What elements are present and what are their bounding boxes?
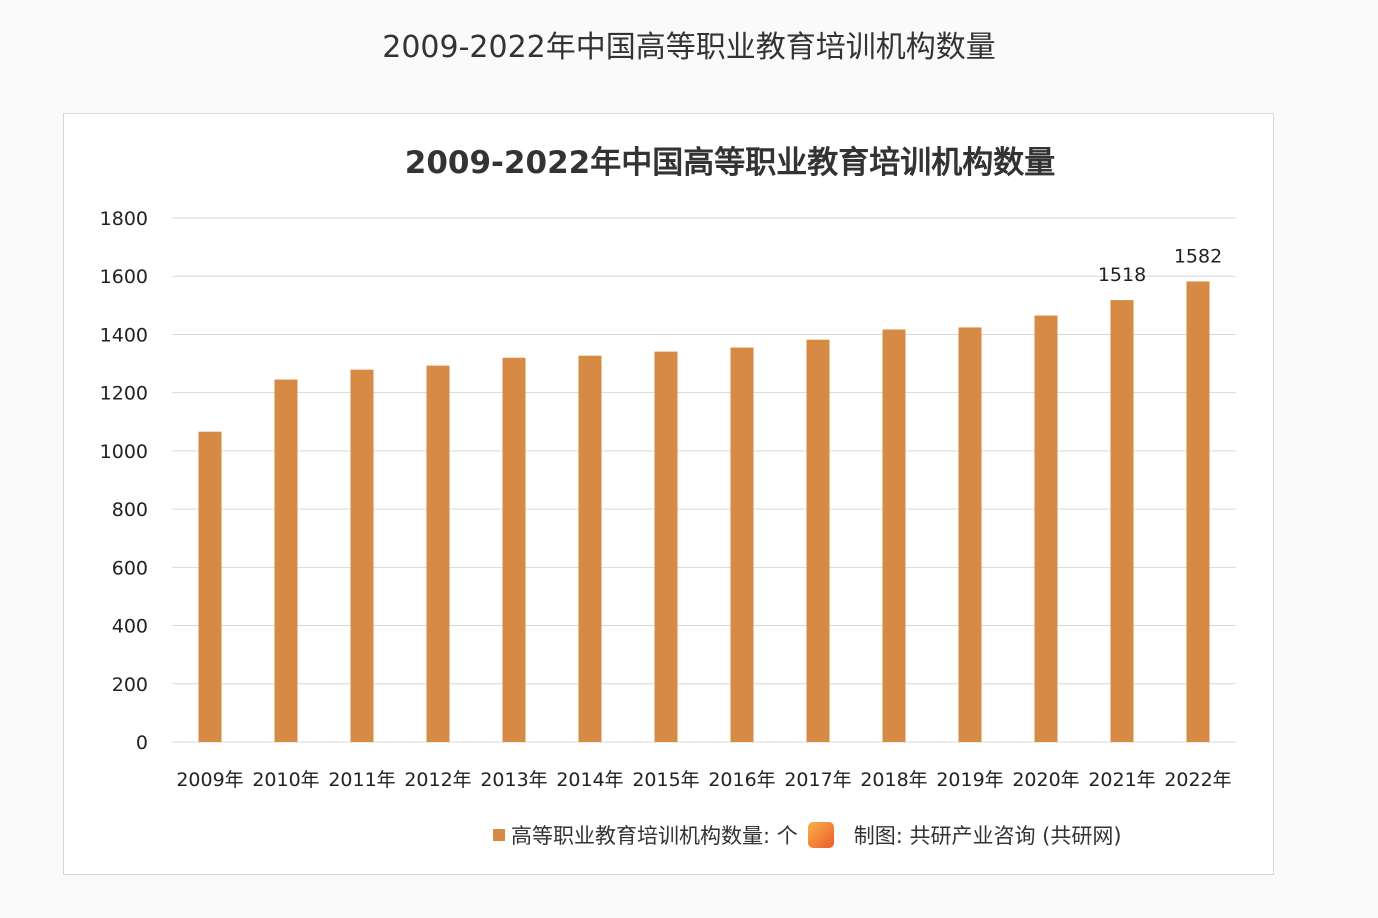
x-tick-label: 2019年 <box>936 769 1003 791</box>
y-tick-label: 1200 <box>100 383 148 405</box>
page-title: 2009-2022年中国高等职业教育培训机构数量 <box>382 30 996 65</box>
x-tick-label: 2012年 <box>404 769 471 791</box>
bar <box>882 329 906 742</box>
x-tick-label: 2009年 <box>176 769 243 791</box>
bar <box>502 357 526 742</box>
x-tick-label: 2011年 <box>328 769 395 791</box>
y-tick-label: 400 <box>112 616 148 638</box>
y-tick-label: 0 <box>136 732 148 754</box>
bar <box>730 347 754 742</box>
bar <box>806 339 830 742</box>
bar <box>1186 281 1210 742</box>
bar <box>654 351 678 742</box>
x-tick-label: 2020年 <box>1012 769 1079 791</box>
x-tick-label: 2016年 <box>708 769 775 791</box>
y-tick-label: 1600 <box>100 266 148 288</box>
x-tick-label: 2010年 <box>252 769 319 791</box>
bar <box>1110 300 1134 742</box>
bar <box>274 379 298 742</box>
source-label: 制图: 共研产业咨询 (共研网) <box>853 824 1122 848</box>
bar <box>350 369 374 742</box>
legend-label: 高等职业教育培训机构数量: 个 <box>511 824 798 848</box>
y-tick-label: 1800 <box>100 208 148 230</box>
y-tick-label: 1400 <box>100 324 148 346</box>
x-tick-label: 2022年 <box>1164 769 1231 791</box>
y-tick-label: 200 <box>112 674 148 696</box>
x-tick-label: 2014年 <box>556 769 623 791</box>
y-tick-label: 600 <box>112 557 148 579</box>
x-tick-label: 2018年 <box>860 769 927 791</box>
chart-title: 2009-2022年中国高等职业教育培训机构数量 <box>405 145 1055 181</box>
data-label: 1582 <box>1174 245 1222 267</box>
gonyn-logo-icon <box>807 822 834 848</box>
legend: 高等职业教育培训机构数量: 个 制图: 共研产业咨询 (共研网) <box>493 820 1122 850</box>
data-label: 1518 <box>1098 264 1146 286</box>
bar <box>426 365 450 742</box>
y-tick-label: 800 <box>112 499 148 521</box>
bar <box>198 431 222 742</box>
legend-swatch <box>493 829 505 841</box>
bar <box>958 327 982 742</box>
x-tick-label: 2017年 <box>784 769 851 791</box>
x-tick-label: 2015年 <box>632 769 699 791</box>
y-tick-label: 1000 <box>100 441 148 463</box>
x-tick-label: 2013年 <box>480 769 547 791</box>
x-tick-label: 2021年 <box>1088 769 1155 791</box>
bar <box>578 355 602 742</box>
bar <box>1034 315 1058 742</box>
